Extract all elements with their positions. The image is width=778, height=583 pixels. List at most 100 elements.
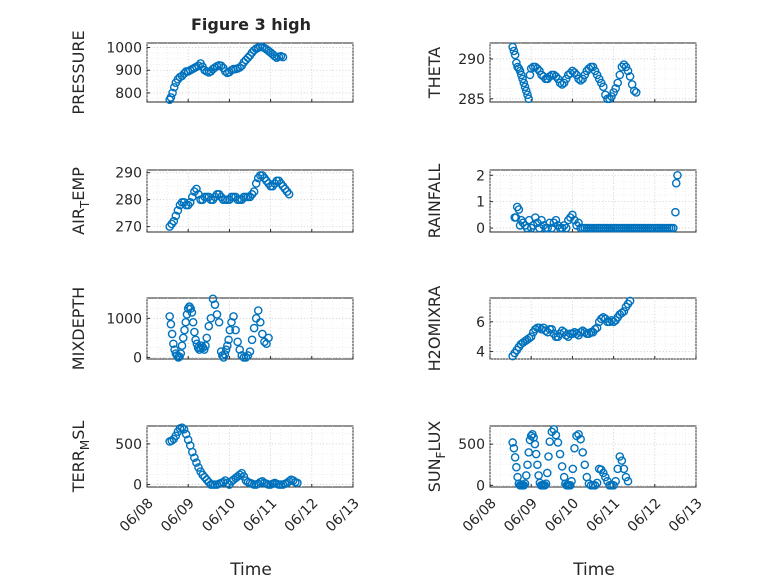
- data-point: [613, 78, 623, 88]
- data-point: [590, 481, 600, 490]
- data-point: [541, 479, 551, 489]
- data-point: [233, 337, 242, 347]
- data-point: [169, 216, 179, 226]
- data-point: [537, 215, 546, 225]
- subplot-3: 270 280 290 AIRTEMP: [69, 166, 354, 236]
- y-axis-label-main: PRESSURE: [69, 30, 88, 114]
- y-axis-label-main: H2OMIXRA: [425, 286, 444, 372]
- data-point: [212, 310, 222, 319]
- data-point: [568, 464, 578, 474]
- data-point: [671, 207, 680, 217]
- data-point: [523, 460, 532, 470]
- data-point: [249, 187, 259, 196]
- data-point: [561, 330, 571, 340]
- data-point: [169, 339, 178, 349]
- data-point: [202, 333, 212, 343]
- data-point: [229, 312, 238, 321]
- data-point: [540, 481, 550, 490]
- data-point: [262, 339, 271, 349]
- data-point: [224, 335, 233, 345]
- data-point: [557, 462, 567, 471]
- data-point: [551, 215, 561, 225]
- data-point: [188, 447, 197, 457]
- data-point: [194, 463, 203, 472]
- data-point: [188, 317, 198, 327]
- data-point: [523, 90, 532, 100]
- data-point: [617, 62, 627, 72]
- data-point: [190, 453, 199, 463]
- data-point: [526, 64, 536, 73]
- data-point: [231, 325, 240, 335]
- data-point: [253, 306, 263, 315]
- y-tick-label: 6: [476, 315, 485, 331]
- data-point: [580, 327, 590, 337]
- data-point: [566, 481, 575, 490]
- data-point: [278, 52, 288, 62]
- data-point: [567, 476, 576, 486]
- data-point: [533, 64, 542, 73]
- data-point: [566, 68, 575, 78]
- data-point: [519, 78, 529, 88]
- y-axis-label-main: THETA: [425, 47, 444, 99]
- data-point: [533, 460, 542, 470]
- data-point: [545, 72, 555, 81]
- data-point: [623, 476, 633, 486]
- data-point: [570, 68, 579, 77]
- data-point: [223, 341, 232, 351]
- data-point: [179, 424, 189, 434]
- y-tick-label: 290: [115, 166, 142, 182]
- y-tick-label: 2: [476, 168, 485, 184]
- y-tick-label: 285: [458, 92, 485, 108]
- data-point: [518, 74, 527, 84]
- data-point: [524, 94, 534, 104]
- data-point: [625, 296, 635, 306]
- x-axis-label-left: Time: [229, 560, 272, 580]
- data-point: [524, 333, 534, 343]
- data-point: [574, 74, 583, 84]
- data-point: [584, 329, 594, 339]
- data-point: [235, 470, 244, 480]
- data-point: [166, 319, 176, 329]
- y-axis-label-main: AIR: [69, 208, 88, 235]
- data-point: [237, 351, 247, 360]
- y-tick-label: 800: [115, 86, 142, 102]
- data-point: [519, 481, 529, 490]
- data-point: [605, 94, 614, 104]
- data-point: [201, 341, 210, 351]
- data-point: [617, 308, 627, 318]
- data-point: [543, 223, 552, 233]
- data-point: [192, 184, 201, 194]
- data-point: [671, 178, 681, 188]
- data-point: [574, 218, 583, 228]
- y-axis-label-rest: SL: [69, 421, 88, 440]
- data-point: [514, 205, 524, 214]
- data-point: [520, 479, 530, 489]
- data-point: [613, 464, 623, 474]
- y-tick-label: 0: [133, 478, 142, 494]
- data-point: [544, 452, 553, 461]
- y-axis-label: MIXDEPTH: [69, 287, 88, 370]
- data-point: [555, 449, 565, 459]
- y-tick-label: 500: [115, 437, 142, 453]
- data-point: [629, 86, 639, 96]
- data-point: [166, 93, 176, 102]
- subplot-4: 0 1 2 RAINFALL: [425, 164, 697, 238]
- data-point: [255, 317, 265, 327]
- data-point: [545, 437, 555, 446]
- data-point: [530, 439, 540, 449]
- data-point: [165, 312, 174, 321]
- data-point: [169, 82, 179, 92]
- data-point: [542, 468, 552, 478]
- data-point: [549, 424, 559, 434]
- data-point: [243, 53, 253, 63]
- y-axis-label-rest: LUX: [425, 421, 444, 452]
- y-tick-label: 500: [458, 437, 485, 453]
- data-point: [592, 478, 602, 488]
- y-axis-label: SUNFLUX: [425, 421, 448, 493]
- data-point: [180, 325, 189, 335]
- data-point: [249, 323, 259, 333]
- subplot-1: 800 900 1000 PRESSURE: [69, 30, 354, 115]
- data-point: [167, 436, 177, 445]
